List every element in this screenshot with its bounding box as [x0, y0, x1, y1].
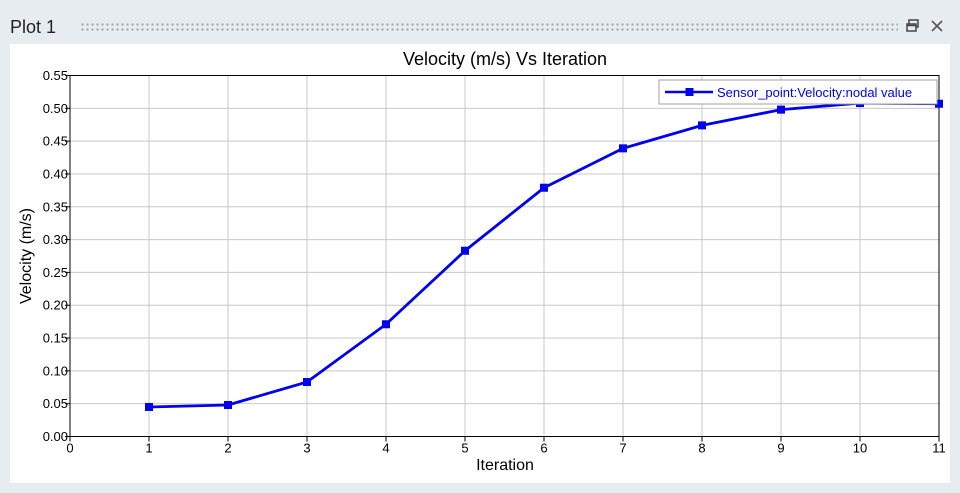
- x-tick-label: 6: [540, 441, 547, 456]
- restore-icon[interactable]: [904, 17, 922, 35]
- y-tick-label: 0.45: [43, 134, 68, 149]
- y-tick-label: 0.30: [43, 232, 68, 247]
- y-tick-label: 0.20: [43, 298, 68, 313]
- x-tick-label: 0: [66, 441, 73, 456]
- legend-marker-swatch: [685, 88, 694, 96]
- panel-titlebar[interactable]: Plot 1: [0, 0, 960, 44]
- velocity-chart: Velocity (m/s) Vs Iteration 0 1 2 3 4 5 6 7 8 9 10…: [18, 49, 946, 474]
- y-tick-label: 0.05: [43, 396, 68, 411]
- x-tick-label: 3: [303, 441, 310, 456]
- data-point-marker: [224, 400, 232, 409]
- data-point-marker: [303, 378, 311, 387]
- data-point-marker: [382, 320, 390, 329]
- legend-label: Sensor_point:Velocity:nodal value: [717, 85, 912, 100]
- x-tick-label: 8: [698, 441, 705, 456]
- data-point-marker: [540, 183, 548, 192]
- drag-grip[interactable]: [80, 22, 898, 32]
- x-axis-label: Iteration: [476, 457, 534, 474]
- x-tick-label: 9: [777, 441, 784, 456]
- x-tick-label: 1: [145, 441, 152, 456]
- panel-title: Plot 1: [10, 17, 57, 37]
- data-point-marker: [935, 99, 943, 108]
- x-axis-ticks: 0 1 2 3 4 5 6 7 8 9 10 11: [66, 436, 946, 456]
- data-point-marker: [619, 144, 627, 153]
- legend[interactable]: Sensor_point:Velocity:nodal value: [658, 79, 938, 105]
- plot-frame: [69, 75, 940, 437]
- y-tick-label: 0.00: [43, 429, 68, 444]
- x-tick-label: 11: [932, 441, 946, 456]
- y-tick-label: 0.50: [43, 101, 68, 116]
- x-tick-label: 2: [224, 441, 231, 456]
- grid-lines: [70, 75, 939, 437]
- x-tick-label: 4: [382, 441, 389, 456]
- y-tick-label: 0.25: [43, 265, 68, 280]
- y-tick-label: 0.40: [43, 166, 68, 181]
- y-axis-ticks: 0.00 0.05 0.10 0.15 0.20 0.25 0.30 0.35 0.40 0.45…: [43, 68, 70, 444]
- data-point-marker: [777, 105, 785, 114]
- chart-title: Velocity (m/s) Vs Iteration: [403, 49, 607, 69]
- y-tick-label: 0.10: [43, 363, 68, 378]
- y-tick-label: 0.15: [43, 331, 68, 346]
- data-point-marker: [698, 121, 706, 130]
- plot-area: Velocity (m/s) Vs Iteration 0 1 2 3 4 5 6 7 8 9 10…: [10, 44, 950, 483]
- data-point-marker: [145, 402, 153, 411]
- x-tick-label: 10: [853, 441, 867, 456]
- close-icon[interactable]: [928, 17, 946, 35]
- x-tick-label: 7: [619, 441, 626, 456]
- y-axis-label: Velocity (m/s): [18, 208, 35, 304]
- x-tick-label: 5: [461, 441, 468, 456]
- y-tick-label: 0.35: [43, 199, 68, 214]
- y-tick-label: 0.55: [43, 68, 68, 83]
- data-point-marker: [461, 246, 469, 255]
